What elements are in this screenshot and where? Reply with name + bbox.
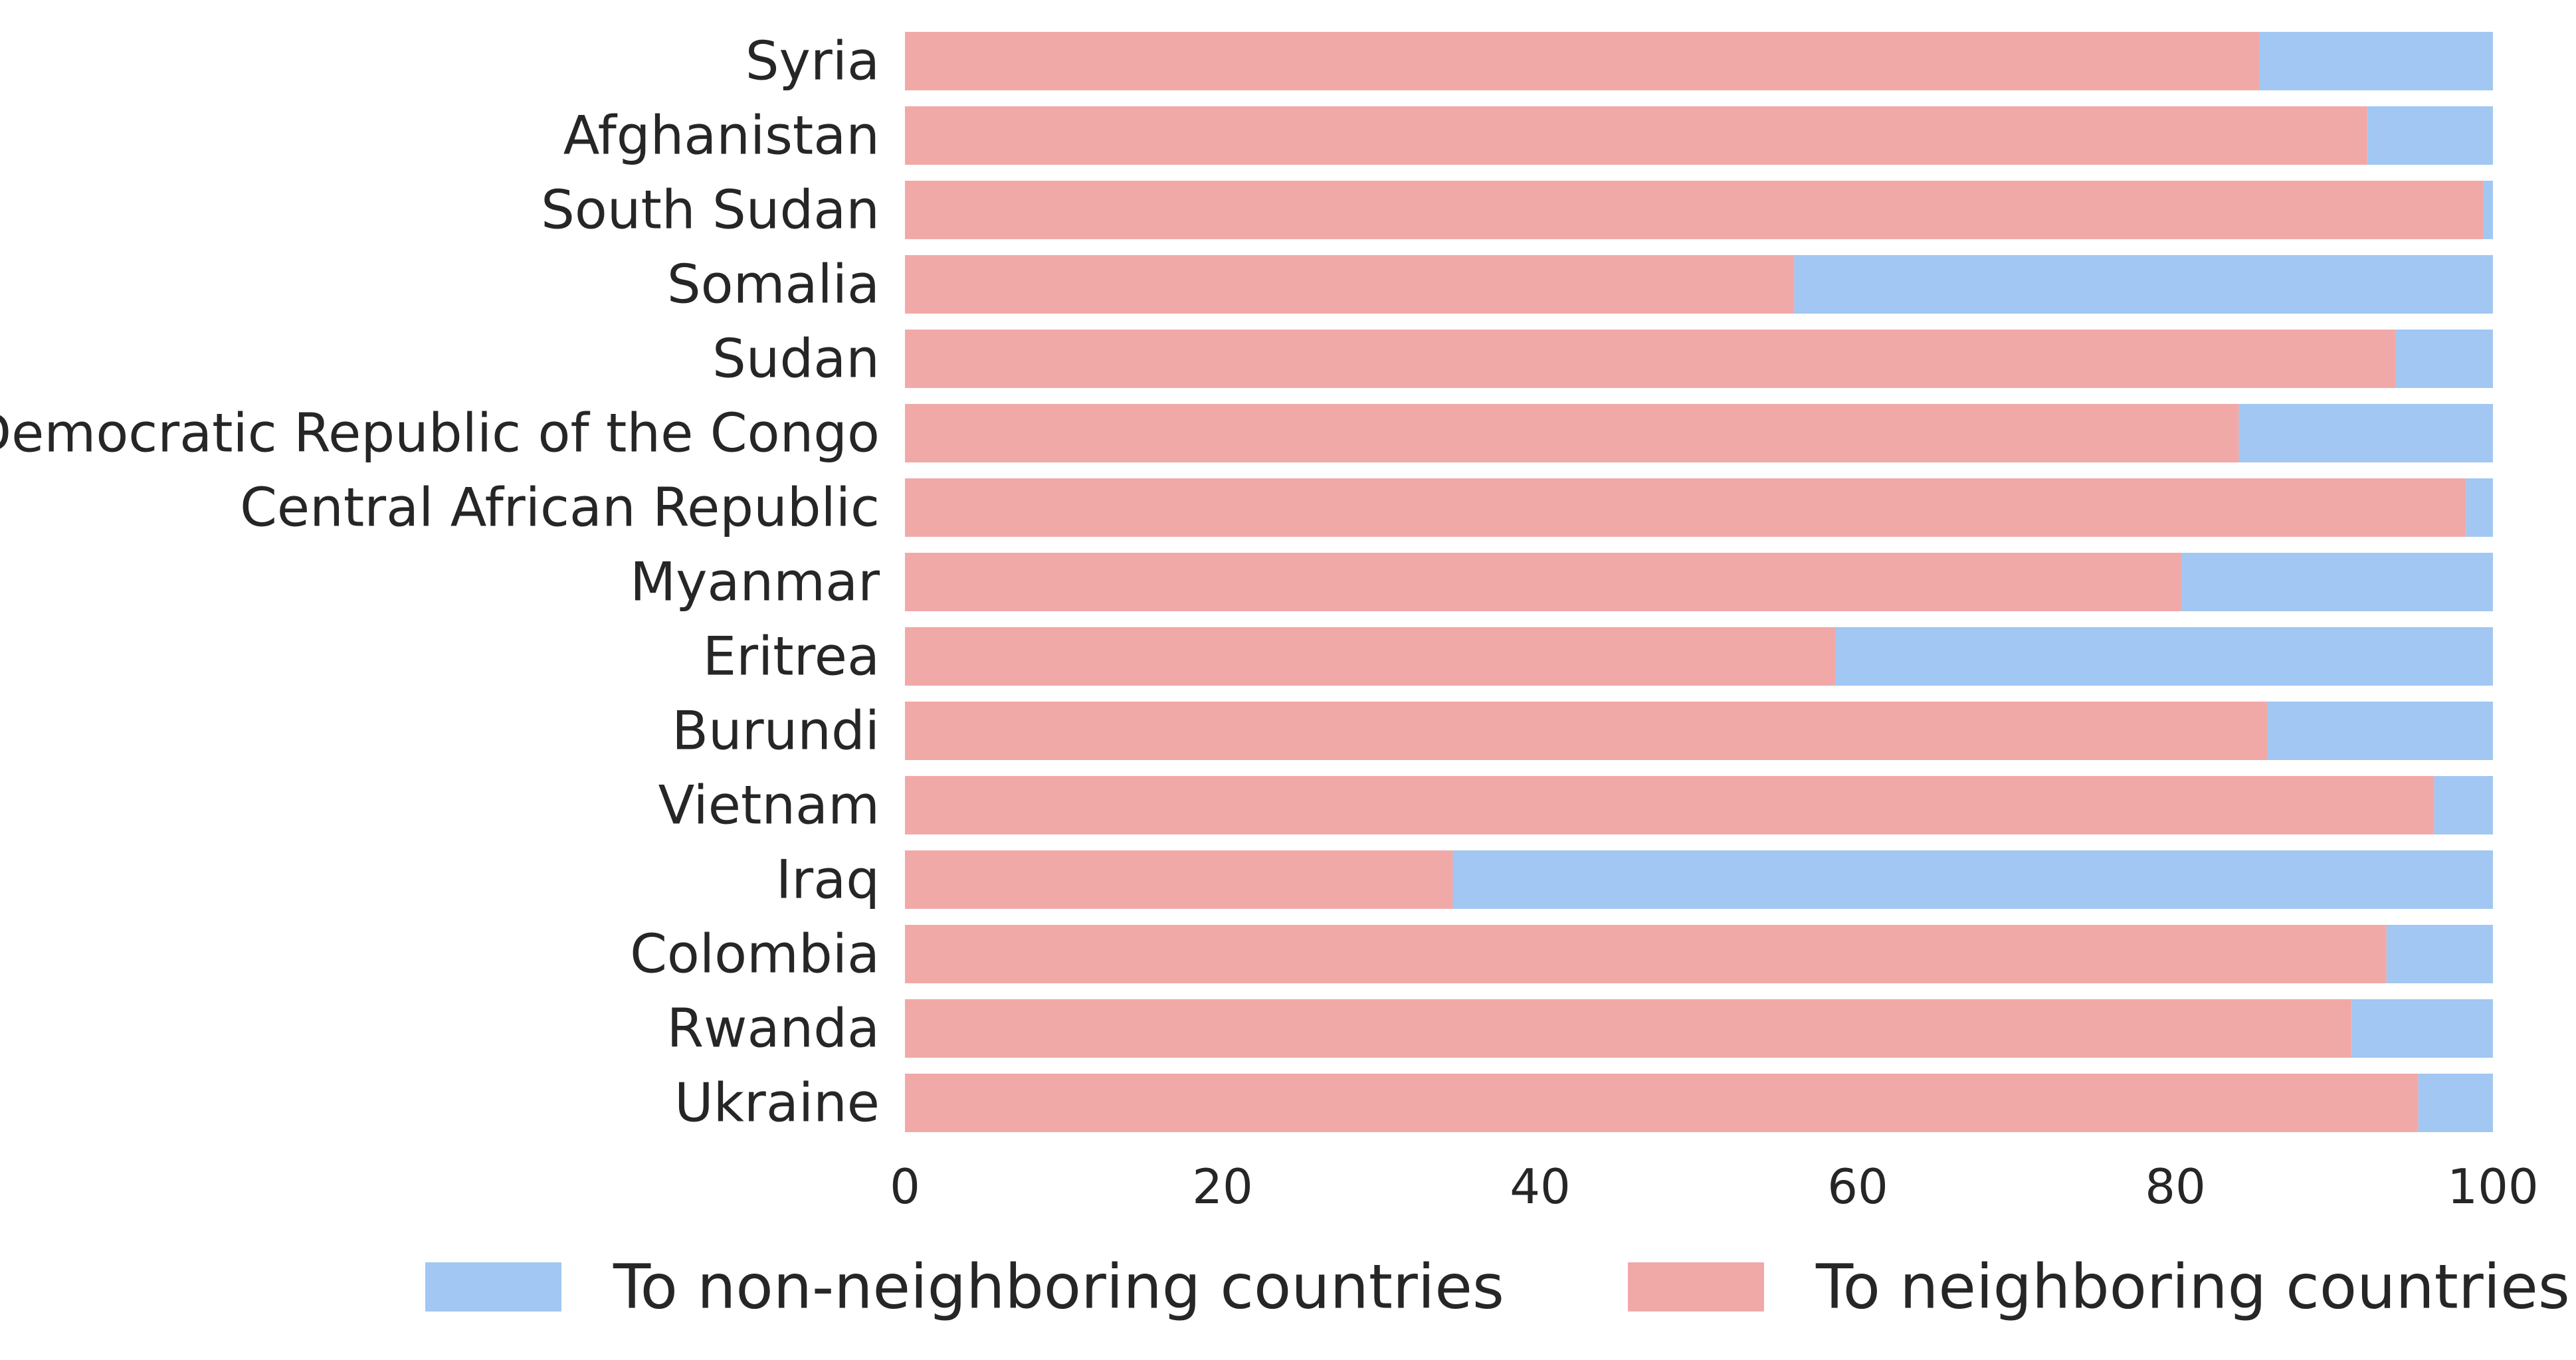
x-tick-label-0: 0 [890,1159,920,1214]
category-label-colombia: Colombia [630,923,880,985]
bar-neighboring-south-sudan [905,181,2484,239]
bar-non-neighboring-central-african-republic [2466,478,2493,537]
category-label-afghanistan: Afghanistan [563,105,880,167]
bar-non-neighboring-syria [2259,32,2493,90]
bar-non-neighboring-iraq [1452,850,2493,909]
category-label-burundi: Burundi [672,700,880,762]
bar-neighboring-somalia [905,255,1795,314]
bar-non-neighboring-colombia [2386,925,2493,983]
bar-neighboring-vietnam [905,776,2434,834]
bar-neighboring-democratic-republic-of-the-congo [905,404,2239,462]
category-label-myanmar: Myanmar [630,551,880,613]
category-label-ukraine: Ukraine [674,1072,880,1134]
bar-neighboring-colombia [905,925,2387,983]
bar-neighboring-syria [905,32,2260,90]
bar-neighboring-central-african-republic [905,478,2466,537]
legend-swatch-to-neighboring-countries [1628,1262,1764,1311]
x-axis-ticks: 0 20 40 60 80 100 [890,1159,2539,1214]
bar-non-neighboring-afghanistan [2367,106,2493,165]
category-labels: Syria Afghanistan South Sudan Somalia Sudan D… [0,31,880,1134]
category-label-iraq: Iraq [776,849,880,911]
bar-non-neighboring-eritrea [1835,627,2493,686]
bar-neighboring-burundi [905,702,2268,760]
category-label-vietnam: Vietnam [658,775,880,836]
x-tick-label-20: 20 [1192,1159,1253,1214]
bar-non-neighboring-burundi [2267,702,2493,760]
category-label-central-african-republic: Central African Republic [240,477,880,539]
legend-swatch-to-non-neighboring-countries [425,1262,561,1311]
bars-layer [905,32,2493,1132]
category-label-democratic-republic-of-the-congo: Democratic Republic of the Congo [0,403,880,464]
x-tick-label-60: 60 [1827,1159,1888,1214]
x-tick-label-80: 80 [2145,1159,2206,1214]
category-label-south-sudan: South Sudan [541,179,880,241]
bar-neighboring-eritrea [905,627,1836,686]
category-label-somalia: Somalia [667,254,880,316]
category-label-eritrea: Eritrea [703,626,880,688]
bar-non-neighboring-sudan [2396,330,2493,388]
bar-neighboring-rwanda [905,999,2352,1058]
bar-neighboring-ukraine [905,1074,2419,1132]
bar-non-neighboring-rwanda [2351,999,2493,1058]
bar-non-neighboring-ukraine [2418,1074,2493,1132]
category-label-syria: Syria [745,31,880,92]
legend: To non-neighboring countries To neighbori… [425,1252,2570,1323]
category-label-rwanda: Rwanda [666,998,880,1060]
bar-non-neighboring-democratic-republic-of-the-congo [2238,404,2493,462]
bar-non-neighboring-vietnam [2434,776,2493,834]
bar-neighboring-sudan [905,330,2397,388]
category-label-sudan: Sudan [712,328,880,390]
bar-non-neighboring-somalia [1794,255,2493,314]
bar-non-neighboring-south-sudan [2483,181,2493,239]
legend-label-to-neighboring-countries: To neighboring countries [1815,1252,2570,1323]
legend-label-to-non-neighboring-countries: To non-neighboring countries [613,1252,1504,1323]
bar-neighboring-afghanistan [905,106,2368,165]
bar-neighboring-myanmar [905,553,2182,611]
x-tick-label-100: 100 [2447,1159,2538,1214]
x-tick-label-40: 40 [1510,1159,1571,1214]
bar-neighboring-iraq [905,850,1453,909]
bar-non-neighboring-myanmar [2181,553,2493,611]
